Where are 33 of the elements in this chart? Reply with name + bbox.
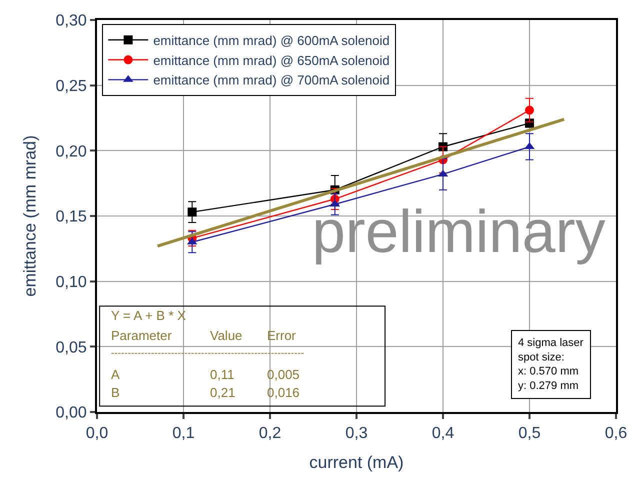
annotation: Y = A + B * X — [111, 308, 186, 323]
x-tick-label: 0,0 — [86, 425, 108, 442]
x-axis-title: current (mA) — [309, 453, 404, 472]
annotation: B — [111, 385, 120, 400]
annotation: ---------------------------------------------------------- — [111, 348, 304, 359]
annotation: 0,005 — [267, 367, 300, 382]
annotation: Parameter — [111, 328, 172, 343]
point — [188, 208, 197, 217]
annotation: 0,21 — [210, 385, 236, 400]
annotation: Error — [267, 328, 297, 343]
x-tick-label: 0,3 — [345, 425, 368, 442]
annotation: A — [111, 367, 120, 382]
y-tick-label: 0,05 — [56, 339, 87, 356]
legend-label: emittance (mm mrad) @ 600mA solenoid — [153, 32, 390, 48]
annotation: 0,11 — [210, 367, 234, 382]
x-tick-label: 0,5 — [518, 425, 541, 442]
legend-label: emittance (mm mrad) @ 650mA solenoid — [153, 52, 390, 68]
y-tick-label: 0,30 — [56, 12, 87, 30]
annotation: 4 sigma laser spot size: x: 0.570 mm y: 0.279 mm — [518, 337, 584, 392]
y-tick-label: 0,15 — [56, 208, 87, 226]
annotation: Value — [210, 328, 242, 343]
y-tick-label: 0,00 — [56, 404, 87, 422]
x-tick-label: 0,6 — [604, 425, 628, 442]
y-tick-label: 0,20 — [56, 143, 87, 160]
x-tick-label: 0,4 — [432, 425, 454, 442]
y-axis-title: emittance (mm mrad) — [20, 135, 40, 297]
y-tick-label: 0,25 — [56, 78, 87, 95]
x-tick-label: 0,1 — [172, 425, 195, 442]
legend-label: emittance (mm mrad) @ 700mA solenoid — [153, 72, 390, 88]
point — [525, 106, 534, 115]
y-tick-label: 0,10 — [56, 274, 87, 291]
annotation: 0,016 — [267, 385, 300, 400]
x-tick-label: 0,2 — [258, 425, 282, 442]
